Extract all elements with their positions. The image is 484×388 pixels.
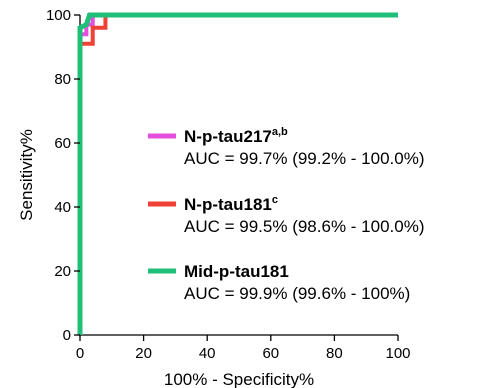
y-tick-label: 60	[54, 135, 71, 152]
x-tick-label: 100	[385, 345, 410, 362]
x-tick-label: 40	[199, 345, 216, 362]
y-axis-title: Sensitivity%	[17, 129, 36, 221]
legend-auc-label: AUC = 99.7% (99.2% - 100.0%)	[184, 149, 424, 168]
legend-series-name: Mid-p-tau181	[184, 262, 289, 281]
series-line-mid-p-tau181	[77, 12, 398, 335]
x-tick-label: 60	[262, 345, 279, 362]
y-tick-label: 40	[54, 199, 71, 216]
series-layer	[77, 12, 398, 335]
x-tick-label: 20	[135, 345, 152, 362]
legend-superscript: a,b	[272, 126, 288, 138]
legend-auc-label: AUC = 99.9% (99.6% - 100%)	[184, 284, 410, 303]
x-axis-title: 100% - Specificity%	[164, 370, 314, 388]
legend: N-p-tau217a,b AUC = 99.7% (99.2% - 100.0%…	[148, 126, 424, 303]
x-tick-label: 0	[76, 345, 84, 362]
legend-superscript: c	[272, 194, 278, 206]
legend-item: N-p-tau217a,b AUC = 99.7% (99.2% - 100.0%…	[148, 126, 424, 168]
legend-series-name: N-p-tau217a,b	[184, 126, 288, 146]
y-tick-label: 20	[54, 263, 71, 280]
y-tick-label: 100	[46, 7, 71, 24]
legend-item: N-p-tau181c AUC = 99.5% (98.6% - 100.0%)	[148, 194, 424, 236]
ticks-layer: 0 20 40 60 80 100 0 20 40 60 80 100	[46, 7, 411, 362]
legend-auc-label: AUC = 99.5% (98.6% - 100.0%)	[184, 217, 424, 236]
legend-series-name: N-p-tau181c	[184, 194, 278, 214]
legend-item: Mid-p-tau181 AUC = 99.9% (99.6% - 100%)	[148, 262, 410, 303]
y-tick-label: 0	[63, 327, 71, 344]
y-tick-label: 80	[54, 71, 71, 88]
x-tick-label: 80	[326, 345, 343, 362]
